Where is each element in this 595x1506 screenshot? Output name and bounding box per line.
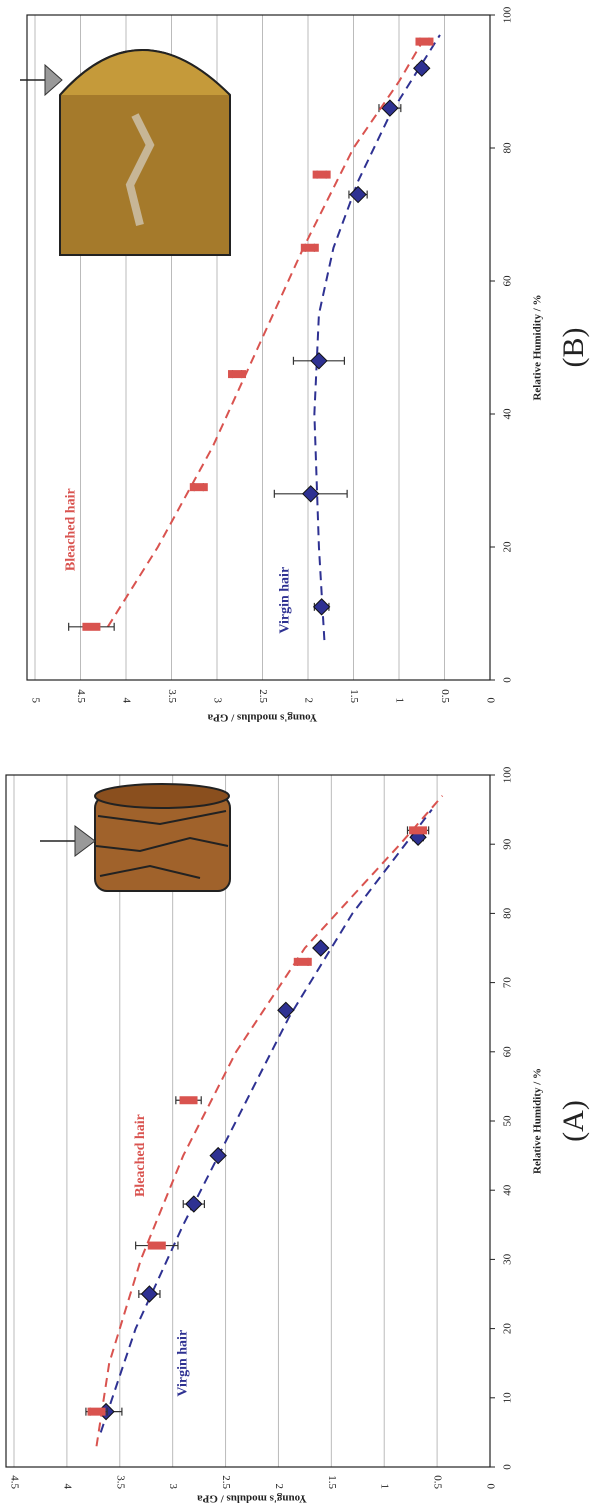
marker <box>314 599 330 615</box>
y-tick-label: 0 <box>484 1484 496 1490</box>
y-tick-label: 3 <box>211 698 223 704</box>
y-tick-label: 2 <box>273 1484 285 1490</box>
figure: 00.511.522.533.544.501020304050607080901… <box>0 0 595 1506</box>
hair-icon <box>40 784 230 891</box>
x-tick-label: 0 <box>502 1464 514 1470</box>
marker <box>88 1408 106 1416</box>
x-tick-label: 60 <box>502 275 514 287</box>
x-tick-label: 10 <box>502 1392 514 1404</box>
x-tick-label: 80 <box>502 142 514 154</box>
series-label: Bleached hair <box>64 488 79 571</box>
y-tick-label: 0.5 <box>432 1475 444 1489</box>
marker <box>278 1002 294 1018</box>
y-tick-label: 1.5 <box>326 1475 338 1489</box>
x-tick-label: 90 <box>502 838 514 850</box>
series-label: Bleached hair <box>133 1114 148 1197</box>
x-tick-label: 20 <box>502 541 514 553</box>
marker <box>311 353 327 369</box>
y-tick-label: 4 <box>120 698 132 704</box>
marker <box>228 370 246 378</box>
y-tick-label: 1.5 <box>348 689 360 703</box>
x-axis-title: Relative Humidity / % <box>532 1068 544 1174</box>
x-tick-label: 0 <box>502 677 514 683</box>
series-label: Virgin hair <box>175 1330 190 1397</box>
x-tick-label: 40 <box>502 408 514 420</box>
marker <box>180 1096 198 1104</box>
fit-curve <box>101 810 432 1433</box>
x-axis-title: Relative Humidity / % <box>532 294 544 400</box>
fit-curve <box>97 796 443 1446</box>
plot-frame <box>6 775 490 1467</box>
y-tick-label: 5 <box>29 698 41 704</box>
y-tick-label: 2.5 <box>257 689 269 703</box>
y-tick-label: 1 <box>393 698 405 704</box>
x-tick-label: 70 <box>502 977 514 989</box>
marker <box>415 38 433 46</box>
x-tick-label: 80 <box>502 907 514 919</box>
x-tick-label: 60 <box>502 1046 514 1058</box>
y-tick-label: 0 <box>484 698 496 704</box>
y-tick-label: 3.5 <box>166 689 178 703</box>
marker <box>210 1148 226 1164</box>
y-tick-label: 0.5 <box>439 689 451 703</box>
y-tick-label: 2.5 <box>220 1475 232 1489</box>
x-tick-label: 100 <box>502 6 514 23</box>
marker <box>301 244 319 252</box>
marker <box>190 483 208 491</box>
panel-label: (A) <box>557 1100 590 1142</box>
y-tick-label: 3.5 <box>114 1475 126 1489</box>
x-tick-label: 20 <box>502 1323 514 1335</box>
marker <box>186 1196 202 1212</box>
y-axis-title: Young's modulus / GPa <box>207 711 317 723</box>
y-tick-label: 4.5 <box>75 689 87 703</box>
marker <box>409 826 427 834</box>
panel-a: 0 0.5 1 1.5 2 2.5 3 3.5 4 4.5 0 10 20 30 40 50 60 70 80 90 1… <box>6 766 590 1504</box>
y-tick-label: 4.5 <box>8 1475 20 1489</box>
y-axis-title: Young's modulus / GPa <box>197 1492 307 1504</box>
x-tick-label: 100 <box>502 766 514 783</box>
marker <box>313 940 329 956</box>
x-tick-label: 30 <box>502 1253 514 1265</box>
x-tick-label: 50 <box>502 1115 514 1127</box>
panel-label: (B) <box>557 328 590 368</box>
y-tick-label: 3 <box>167 1484 179 1490</box>
hair-icon <box>20 50 230 255</box>
y-tick-label: 1 <box>379 1484 391 1490</box>
y-tick-label: 4 <box>61 1484 73 1490</box>
marker <box>82 623 100 631</box>
marker <box>148 1242 166 1250</box>
panel-b: 0 0.5 1 1.5 2 2.5 3 3.5 4 4.5 5 0 20 40 60 80 100 Relativ… <box>20 6 590 723</box>
page: 00.511.522.533.544.501020304050607080901… <box>0 0 595 1506</box>
y-tick-label: 2 <box>302 698 314 704</box>
marker <box>294 958 312 966</box>
fit-curve <box>314 35 440 640</box>
x-tick-label: 40 <box>502 1184 514 1196</box>
series-label: Virgin hair <box>277 567 292 634</box>
marker <box>350 187 366 203</box>
marker <box>313 171 331 179</box>
